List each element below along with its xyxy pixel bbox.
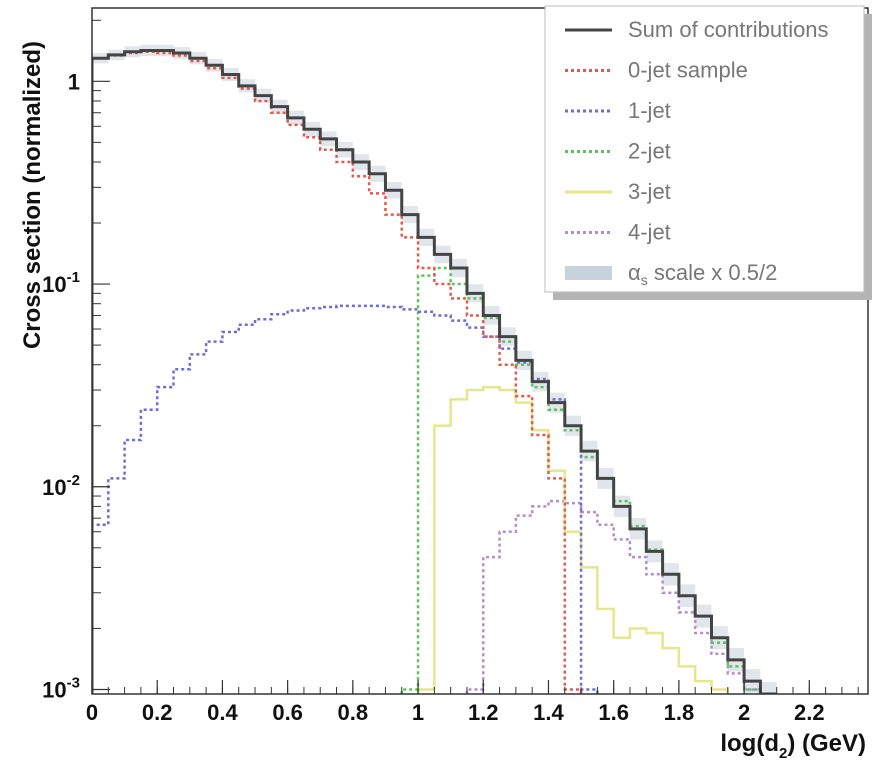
x-tick-label: 1.8 [664,700,695,725]
x-tick-label: 0.2 [142,700,173,725]
series-layer [92,48,777,694]
y-tick-label: 10-3 [42,674,80,702]
series-0-jet-sample [92,50,583,694]
axis-layer: 0 0.2 0.4 0.6 0.8 1 1.2 1.4 1.6 1.8 2 2.210-310-210… [42,19,859,725]
x-tick-label: 0 [86,700,98,725]
series-sum-of-contributions [92,48,777,694]
x-tick-label: 0.8 [338,700,369,725]
x-tick-label: 0.6 [272,700,303,725]
x-tick-label: 0.4 [207,700,238,725]
series-4-jet [465,499,762,694]
legend-box [544,5,865,293]
x-axis-title-main: log(d [720,730,779,757]
legend-label: 3-jet [628,179,671,204]
x-tick-label: 1.6 [598,700,629,725]
y-tick-label: 1 [68,69,80,94]
x-tick-label: 2 [738,700,750,725]
x-tick-label: 1 [412,700,424,725]
legend: Sum of contributions 0-jet sample 1-jet 2-j… [544,5,872,300]
legend-label: 4-jet [628,220,671,245]
legend-swatch-band [565,266,612,280]
x-tick-label: 1.4 [533,700,564,725]
x-axis-title: log(d2) (GeV) [720,730,866,762]
y-tick-label: 10-1 [42,269,80,297]
legend-label: 2-jet [628,139,671,164]
y-axis-title: Cross section (normalized) [19,41,46,349]
legend-label: αs scale x 0.5/2 [628,260,777,288]
y-tick-label: 10-2 [42,472,80,500]
legend-label: Sum of contributions [628,17,829,42]
x-tick-label: 1.2 [468,700,499,725]
x-axis-title-sub: 2 [779,745,787,762]
legend-label: 0-jet sample [628,58,748,83]
plot-frame [91,7,869,695]
x-axis-title-tail: ) (GeV) [787,730,866,757]
x-tick-label: 2.2 [794,700,825,725]
legend-label: 1-jet [628,98,671,123]
series-3-jet [416,385,730,694]
